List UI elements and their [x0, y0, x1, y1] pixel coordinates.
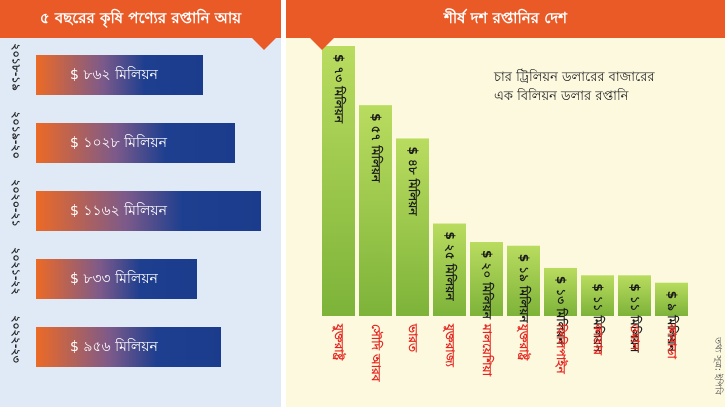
country-name: কানাডা [665, 323, 679, 359]
country-bar [470, 242, 503, 316]
country-bar [322, 46, 355, 316]
country-name: সৌদি আরব [369, 324, 384, 383]
left-title-pointer [250, 36, 278, 50]
year-label: ২০২১-২২ [9, 247, 23, 295]
left-panel: ৫ বছরের কৃষি পণ্যের রপ্তানি আয় ২০১৮-১৯ $… [0, 0, 281, 407]
chart-note-line2: এক বিলিয়ন ডলার রপ্তানি [494, 89, 629, 104]
country-bar [544, 267, 577, 316]
source-text: তথ্য সূত্র: ইপিবি [712, 337, 723, 395]
country-bar [581, 275, 614, 316]
country-bar [396, 138, 429, 316]
country-bar-label: $ ২০ মিলিয়ন [480, 250, 495, 320]
export-income-bar: $ ৮৩৩ মিলিয়ন [36, 259, 197, 299]
export-income-bar: $ ৮৬২ মিলিয়ন [36, 55, 203, 95]
country-name: কাতার [591, 323, 605, 355]
country-bar-label: $ ১৩ মিলিয়ন [554, 276, 569, 346]
country-name: ওমান [628, 324, 642, 351]
export-income-bar: $ ১১৬২ মিলিয়ন [36, 191, 261, 231]
country-bar-label: $ ১৯ মিলিয়ন [517, 254, 532, 324]
export-income-bar: $ ১০২৮ মিলিয়ন [36, 123, 235, 163]
chart-note: চার ট্রিলিয়ন ডলারের বাজারের এক বিলিয়ন … [494, 68, 694, 106]
right-title-pointer [308, 36, 336, 50]
country-bar [655, 282, 688, 316]
country-name: ভারত [406, 323, 420, 353]
right-panel-title: শীর্ষ দশ রপ্তানির দেশ [286, 0, 725, 38]
country-bar [618, 275, 651, 316]
country-name: যুক্তরাজ্য [441, 323, 457, 367]
source-note: তথ্য সূত্র: ইপিবি [711, 326, 725, 406]
country-bar-label: $ ২৫ মিলিয়ন [443, 232, 458, 302]
top-countries-chart: $ ৭৩ মিলিয়ন যুক্তরাষ্ট্র $ ৫৭ মিলিয়ন সৌদি… [322, 46, 688, 383]
export-income-bar: $ ৯৫৬ মিলিয়ন [36, 327, 221, 367]
year-label: ২০২২-২৩ [9, 315, 23, 363]
country-bar [359, 105, 392, 316]
country-bar [433, 223, 466, 316]
left-panel-title: ৫ বছরের কৃষি পণ্যের রপ্তানি আয় [0, 0, 281, 38]
chart-note-line1: চার ট্রিলিয়ন ডলারের বাজারের [494, 70, 655, 85]
country-name: ফিলিপাইন [554, 323, 569, 374]
right-panel: $ ৭৩ মিলিয়ন যুক্তরাষ্ট্র $ ৫৭ মিলিয়ন সৌদি… [286, 0, 725, 407]
country-bar [507, 245, 540, 316]
country-name: মালয়েশিয়া [480, 323, 495, 377]
country-name: যুক্তরাষ্ট্র [330, 323, 347, 362]
country-bar-label: $ ৭৩ মিলিয়ন [332, 54, 347, 124]
country-bar-label: $ ১১ মিলিয়ন [591, 283, 606, 353]
country-name: যুক্তরাষ্ট্র [515, 323, 532, 362]
country-bar-label: $ ৫৭ মিলিয়ন [369, 113, 384, 183]
year-label: ২০১৯-২০ [9, 111, 23, 159]
year-label: ২০২০-২১ [9, 179, 23, 227]
year-label: ২০১৮-১৯ [9, 43, 23, 91]
country-bar-label: $ ১১ মিলিয়ন [628, 283, 643, 353]
country-bar-label: $ ৪৮ মিলিয়ন [406, 146, 421, 216]
country-bar-label: $ ৯ মিলিয়ন [665, 291, 680, 353]
